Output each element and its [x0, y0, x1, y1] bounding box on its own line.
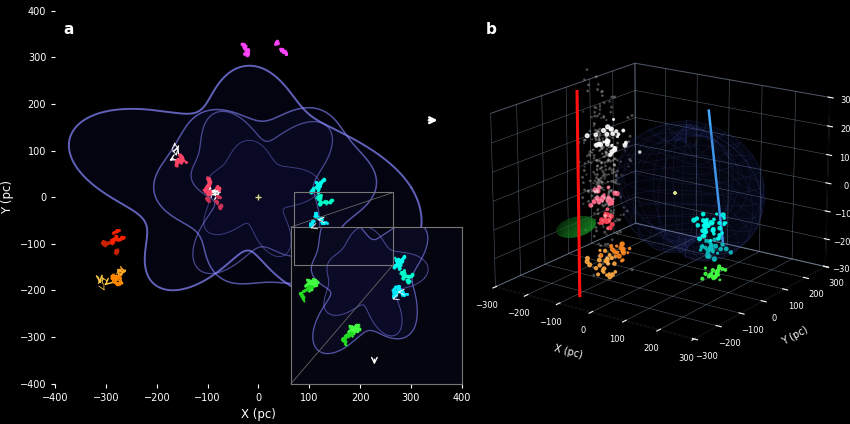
Polygon shape [154, 108, 377, 284]
Bar [294, 192, 393, 265]
X-axis label: X (pc): X (pc) [552, 343, 583, 360]
Y-axis label: Y (pc): Y (pc) [780, 325, 810, 347]
Text: a: a [64, 22, 74, 37]
Polygon shape [204, 140, 320, 257]
Polygon shape [191, 112, 332, 273]
Y-axis label: Y (pc): Y (pc) [1, 180, 14, 214]
Text: b: b [486, 22, 497, 37]
Polygon shape [69, 66, 422, 298]
X-axis label: X (pc): X (pc) [241, 408, 276, 421]
